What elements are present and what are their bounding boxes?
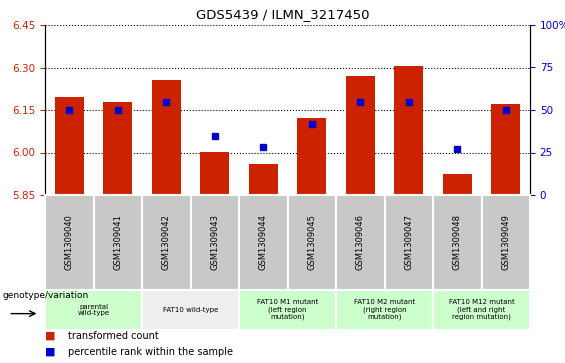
Text: GSM1309047: GSM1309047 <box>404 215 413 270</box>
Bar <box>190 195 239 290</box>
Bar <box>93 195 142 290</box>
Text: GSM1309043: GSM1309043 <box>210 215 219 270</box>
Text: GSM1309042: GSM1309042 <box>162 215 171 270</box>
Text: GDS5439 / ILMN_3217450: GDS5439 / ILMN_3217450 <box>195 8 370 21</box>
Bar <box>433 290 530 330</box>
Bar <box>239 195 288 290</box>
Text: FAT10 wild-type: FAT10 wild-type <box>163 307 218 313</box>
Bar <box>142 290 239 330</box>
Text: GSM1309048: GSM1309048 <box>453 215 462 270</box>
Bar <box>481 195 530 290</box>
Text: FAT10 M12 mutant
(left and right
region mutation): FAT10 M12 mutant (left and right region … <box>449 299 514 321</box>
Bar <box>433 195 481 290</box>
Text: GSM1309045: GSM1309045 <box>307 215 316 270</box>
Text: GSM1309040: GSM1309040 <box>65 215 74 270</box>
Bar <box>249 164 278 195</box>
Bar <box>346 76 375 195</box>
Bar <box>394 66 423 195</box>
Text: GSM1309044: GSM1309044 <box>259 215 268 270</box>
Bar <box>336 195 385 290</box>
Text: GSM1309041: GSM1309041 <box>113 215 122 270</box>
Text: GSM1309046: GSM1309046 <box>356 215 365 270</box>
Text: ■: ■ <box>45 331 55 341</box>
Text: transformed count: transformed count <box>68 331 158 341</box>
Bar <box>45 290 142 330</box>
Text: parental
wild-type: parental wild-type <box>77 303 110 317</box>
Text: ■: ■ <box>45 347 55 357</box>
Bar <box>385 195 433 290</box>
Bar <box>288 195 336 290</box>
Bar <box>239 290 336 330</box>
Text: FAT10 M2 mutant
(right region
mutation): FAT10 M2 mutant (right region mutation) <box>354 299 415 321</box>
Bar <box>443 174 472 195</box>
Text: percentile rank within the sample: percentile rank within the sample <box>68 347 233 357</box>
Bar <box>151 80 181 195</box>
Bar <box>336 290 433 330</box>
Bar <box>200 152 229 195</box>
Text: genotype/variation: genotype/variation <box>3 291 89 300</box>
Text: FAT10 M1 mutant
(left region
mutation): FAT10 M1 mutant (left region mutation) <box>257 299 318 321</box>
Bar <box>491 104 520 195</box>
Bar <box>45 195 93 290</box>
Bar <box>142 195 190 290</box>
Text: GSM1309049: GSM1309049 <box>501 215 510 270</box>
Bar <box>55 97 84 195</box>
Bar <box>103 102 132 195</box>
Bar <box>297 118 327 195</box>
